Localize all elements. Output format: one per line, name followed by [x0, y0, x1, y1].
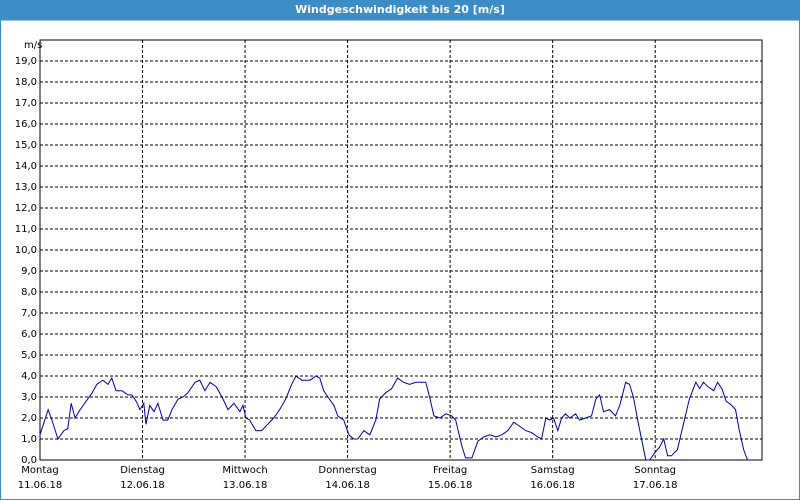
data-line	[39, 375, 752, 461]
chart-title: Windgeschwindigkeit bis 20 [m/s]	[0, 0, 800, 20]
y-tick-label: 16,0	[15, 119, 37, 130]
y-tick-label: 8,0	[21, 287, 37, 298]
y-tick-label: 9,0	[21, 266, 37, 277]
x-tick-label: Samstag 16.06.18	[530, 465, 575, 491]
y-tick-label: 14,0	[15, 161, 37, 172]
y-axis-label: m/s	[24, 40, 42, 51]
y-tick-label: 18,0	[15, 77, 37, 88]
y-tick-label: 13,0	[15, 182, 37, 193]
y-tick-label: 12,0	[15, 203, 37, 214]
x-tick-label: Mittwoch 13.06.18	[222, 465, 268, 491]
x-tick-label: Sonntag 17.06.18	[632, 465, 678, 491]
y-tick-label: 4,0	[21, 371, 37, 382]
x-tick-label: Freitag 15.06.18	[427, 465, 473, 491]
y-tick-label: 6,0	[21, 329, 37, 340]
window-border	[0, 19, 800, 500]
x-tick-label: Donnerstag 14.06.18	[318, 465, 377, 491]
y-tick-label: 1,0	[21, 434, 37, 445]
y-tick-label: 11,0	[15, 224, 37, 235]
y-tick-label: 5,0	[21, 350, 37, 361]
y-tick-label: 15,0	[15, 140, 37, 151]
y-tick-label: 10,0	[15, 245, 37, 256]
x-tick-label: Montag 11.06.18	[17, 465, 63, 491]
y-tick-label: 0,0	[21, 455, 37, 466]
y-tick-label: 3,0	[21, 392, 37, 403]
y-tick-label: 7,0	[21, 308, 37, 319]
y-tick-label: 19,0	[15, 56, 37, 67]
x-tick-label: Dienstag 12.06.18	[120, 465, 165, 491]
y-tick-label: 17,0	[15, 98, 37, 109]
y-tick-label: 2,0	[21, 413, 37, 424]
